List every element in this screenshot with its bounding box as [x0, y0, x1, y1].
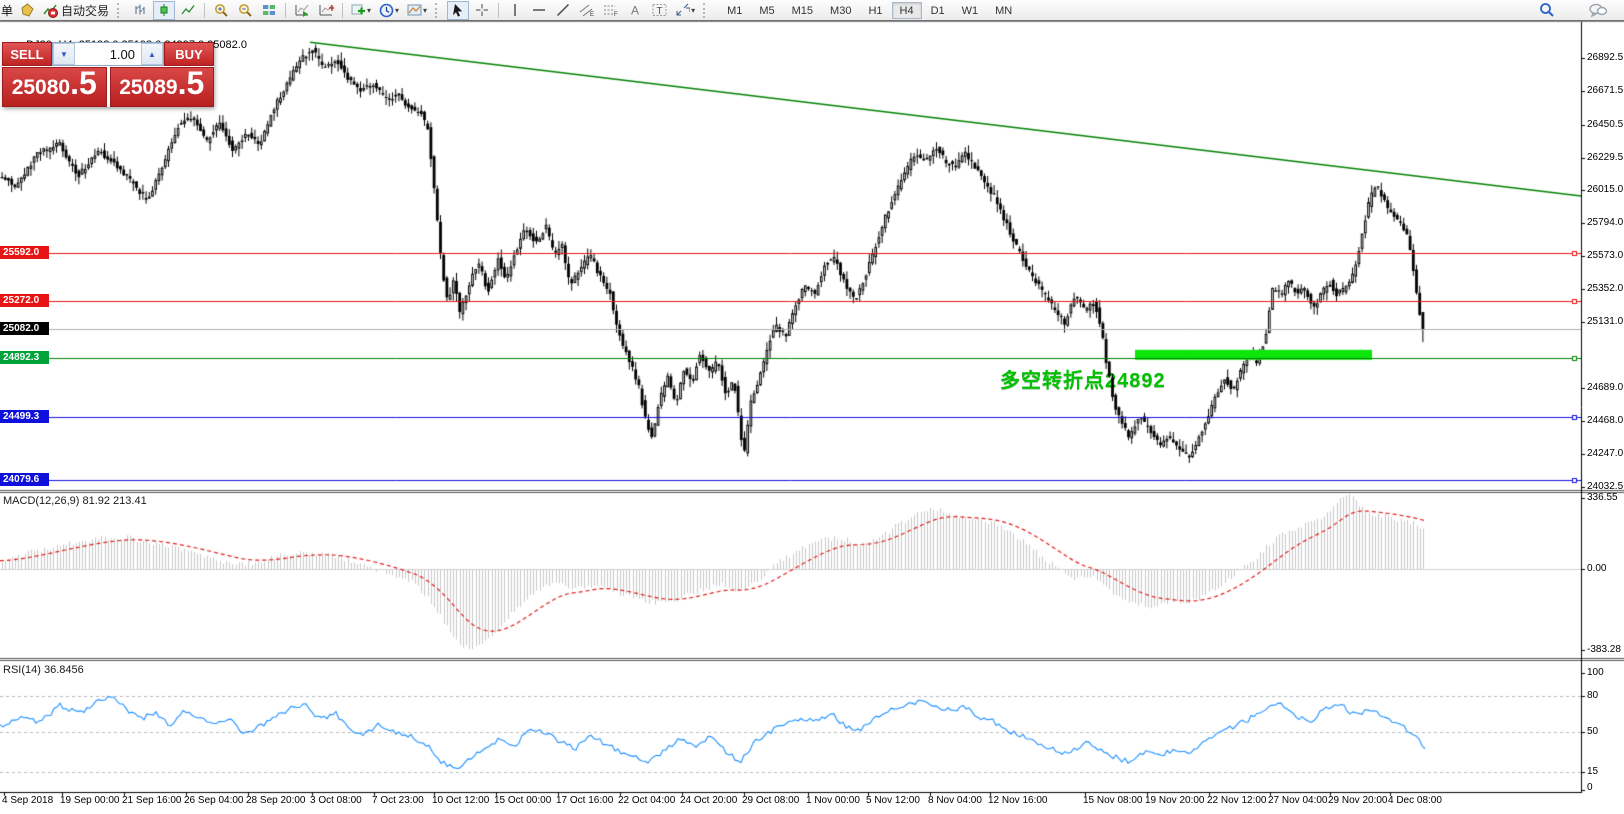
- trendline-icon[interactable]: [552, 1, 574, 20]
- text-icon[interactable]: A: [624, 1, 646, 20]
- bar-chart-icon[interactable]: [129, 1, 151, 20]
- toolbar-separator: [285, 2, 287, 18]
- autotrade-button[interactable]: 自动交易: [40, 1, 112, 20]
- vertical-line-icon[interactable]: [504, 1, 526, 20]
- timeframe-group: M1 M5 M15 M30 H1 H4 D1 W1 MN: [719, 1, 1020, 19]
- line-chart-icon[interactable]: [177, 1, 199, 20]
- chart-shift-icon[interactable]: [315, 1, 337, 20]
- timeframe-button-m5[interactable]: M5: [751, 2, 782, 19]
- toolbar: 单 自动交易: [0, 0, 1624, 21]
- text-label-icon[interactable]: T: [648, 1, 670, 20]
- chat-icon[interactable]: [1586, 1, 1610, 20]
- autotrade-label: 自动交易: [61, 3, 110, 18]
- svg-text:T: T: [656, 6, 662, 17]
- svg-text:A: A: [631, 4, 639, 18]
- sell-price-button[interactable]: 25080.5: [2, 67, 107, 107]
- volume-decrease-button[interactable]: ▼: [53, 43, 75, 65]
- horizontal-line-icon[interactable]: [528, 1, 550, 20]
- timeframe-button-h1[interactable]: H1: [860, 2, 890, 19]
- zoom-out-icon[interactable]: [234, 1, 256, 20]
- timeframe-button-w1[interactable]: W1: [954, 2, 987, 19]
- timeframe-button-d1[interactable]: D1: [923, 2, 953, 19]
- buy-price-button[interactable]: 25089.5: [109, 65, 214, 107]
- svg-text:E: E: [590, 12, 594, 17]
- cut-toolbar-button[interactable]: 单: [1, 3, 14, 18]
- timeframe-button-m15[interactable]: M15: [784, 2, 821, 19]
- buy-button[interactable]: BUY: [164, 42, 214, 66]
- dropdown-caret: ▾: [691, 5, 696, 15]
- crosshair-icon[interactable]: [471, 1, 493, 20]
- search-icon[interactable]: [1536, 1, 1558, 20]
- buy-price-main: 25089: [119, 76, 178, 99]
- sell-price-frac: .5: [70, 65, 97, 101]
- volume-value[interactable]: 1.00: [109, 46, 135, 62]
- candlestick-chart-icon[interactable]: [153, 0, 176, 20]
- fibonacci-icon[interactable]: F: [600, 1, 622, 20]
- dropdown-caret: ▾: [395, 5, 400, 15]
- toolbar-handle: [435, 2, 442, 18]
- channel-icon[interactable]: E: [576, 1, 598, 20]
- timeframe-button-m1[interactable]: M1: [719, 2, 750, 19]
- autotrade-icon: [43, 3, 58, 18]
- dropdown-caret: ▾: [423, 5, 428, 15]
- dropdown-caret: ▾: [367, 5, 372, 15]
- sell-button[interactable]: SELL: [2, 42, 52, 66]
- toolbar-handle: [117, 2, 124, 18]
- timeframe-button-mn[interactable]: MN: [987, 2, 1020, 19]
- periods-icon[interactable]: ▾: [376, 1, 402, 20]
- tile-windows-icon[interactable]: [258, 1, 280, 20]
- toolbar-separator: [204, 2, 206, 18]
- auto-scroll-icon[interactable]: [291, 1, 313, 20]
- toolbar-separator: [342, 2, 344, 18]
- cursor-icon[interactable]: [447, 0, 470, 20]
- timeframe-button-h4[interactable]: H4: [891, 1, 922, 19]
- buy-price-frac: .5: [177, 65, 205, 101]
- volume-box: ▼ 1.00 ▲: [52, 42, 164, 66]
- shapes-icon[interactable]: ▾: [672, 1, 698, 20]
- volume-increase-button[interactable]: ▲: [141, 43, 163, 65]
- toolbar-separator: [498, 2, 500, 18]
- zoom-in-icon[interactable]: [210, 1, 232, 20]
- toolbar-handle: [703, 2, 710, 18]
- sell-price-main: 25080: [11, 76, 71, 99]
- new-order-icon[interactable]: [16, 1, 38, 20]
- indicators-icon[interactable]: ▾: [348, 1, 374, 20]
- svg-text:F: F: [614, 12, 618, 17]
- one-click-trade-panel: SELL ▼ 1.00 ▲ BUY 25080.5 25089.5: [2, 42, 214, 107]
- timeframe-button-m30[interactable]: M30: [822, 2, 859, 19]
- templates-icon[interactable]: ▾: [404, 1, 430, 20]
